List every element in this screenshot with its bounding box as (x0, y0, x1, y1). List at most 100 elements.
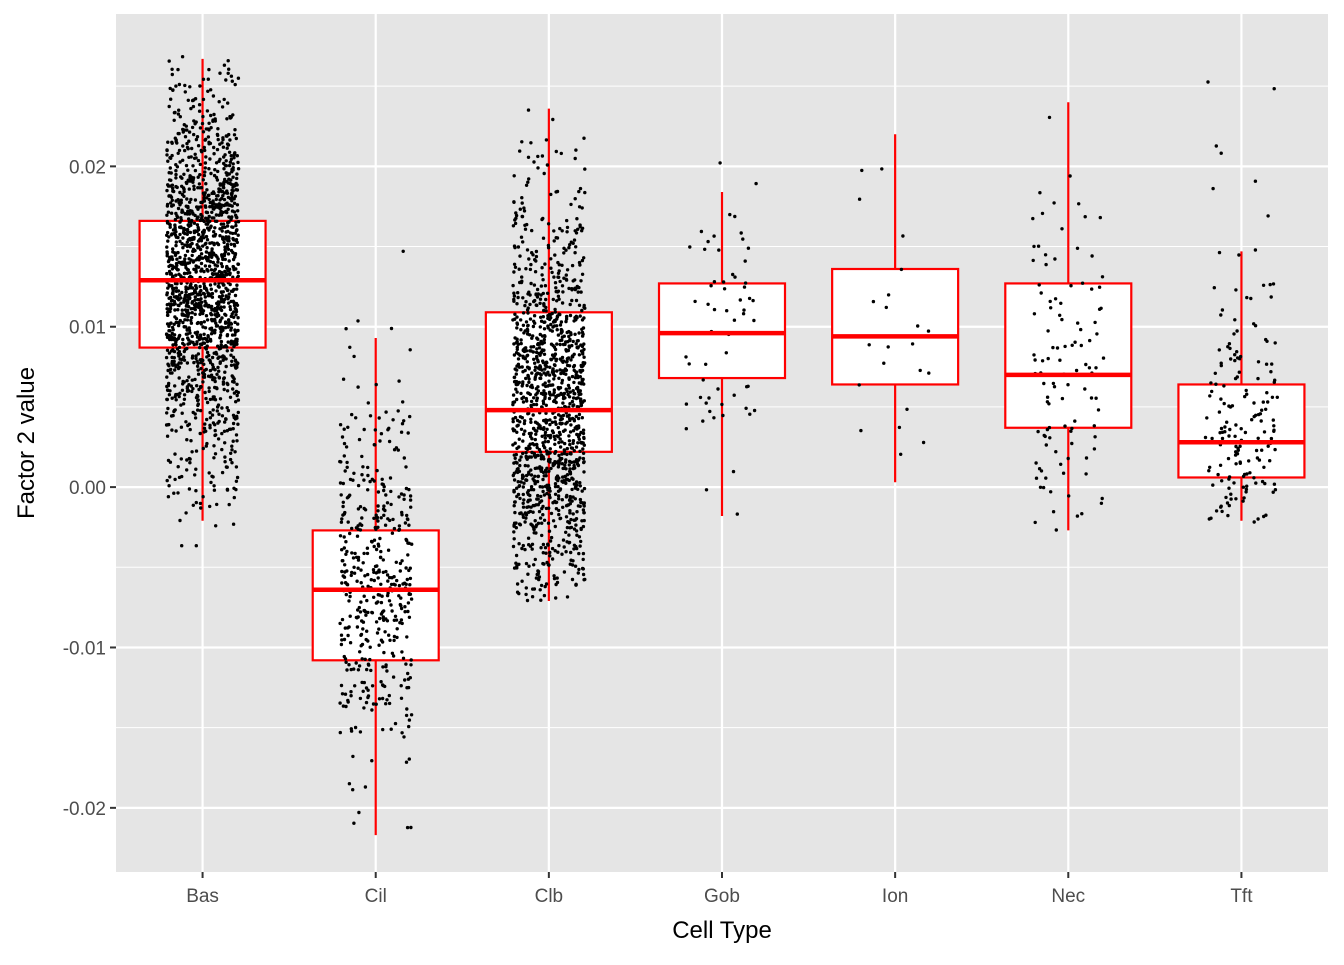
data-point (235, 342, 239, 346)
data-point (540, 273, 544, 277)
data-point (233, 450, 237, 454)
data-point (207, 353, 211, 358)
data-point (341, 377, 346, 381)
data-point (188, 243, 192, 247)
data-point (207, 67, 211, 72)
data-point (178, 160, 182, 164)
data-point (231, 175, 235, 179)
data-point (207, 228, 211, 232)
data-point (381, 665, 385, 669)
data-point (564, 278, 569, 282)
data-point (210, 295, 215, 299)
data-point (234, 433, 239, 437)
data-point (547, 317, 552, 322)
data-point (218, 227, 222, 231)
y-axis: -0.02-0.010.000.010.02 (63, 157, 116, 820)
data-point (577, 205, 582, 209)
data-point (171, 250, 175, 254)
data-point (376, 600, 380, 604)
data-point (871, 299, 876, 304)
data-point (372, 578, 376, 583)
data-point (577, 331, 581, 335)
data-point (517, 562, 521, 566)
data-point (515, 467, 519, 471)
data-point (578, 449, 582, 453)
data-point (218, 206, 222, 211)
data-point (373, 564, 378, 569)
data-point (391, 654, 396, 658)
data-point (571, 396, 576, 400)
data-point (1252, 476, 1256, 480)
data-point (551, 519, 556, 523)
data-point (544, 138, 549, 142)
data-point (569, 451, 573, 455)
data-point (380, 640, 385, 644)
data-point (580, 308, 584, 313)
data-point (405, 707, 409, 711)
data-point (399, 606, 404, 611)
data-point (570, 287, 574, 291)
data-point (538, 367, 542, 371)
data-point (1263, 481, 1267, 486)
data-point (580, 519, 584, 523)
data-point (513, 441, 517, 445)
data-point (341, 504, 345, 509)
data-point (400, 422, 405, 426)
data-point (514, 213, 519, 218)
data-point (1042, 381, 1046, 386)
data-point (568, 472, 573, 476)
data-point (1097, 285, 1102, 289)
data-point (165, 313, 170, 317)
data-point (527, 257, 531, 261)
data-point (581, 352, 585, 356)
data-point (214, 161, 219, 165)
data-point (547, 312, 552, 317)
data-point (179, 403, 183, 407)
data-point (1037, 467, 1042, 471)
data-point (555, 324, 559, 328)
data-point (233, 320, 237, 325)
data-point (361, 689, 365, 693)
data-point (1253, 248, 1258, 252)
data-point (389, 582, 394, 587)
data-point (554, 286, 558, 290)
data-point (168, 475, 172, 479)
data-point (165, 322, 170, 326)
data-point (179, 457, 183, 461)
data-point (182, 172, 186, 176)
data-point (557, 297, 561, 301)
data-point (531, 477, 535, 481)
data-point (575, 510, 579, 514)
data-point (216, 365, 220, 370)
data-point (165, 434, 170, 438)
data-point (338, 701, 342, 705)
data-point (535, 445, 539, 450)
data-point (564, 387, 568, 391)
data-point (231, 162, 235, 166)
data-point (231, 421, 236, 426)
data-point (232, 380, 236, 384)
data-point (182, 123, 186, 127)
data-point (535, 479, 540, 484)
data-point (173, 368, 177, 372)
data-point (225, 487, 230, 491)
data-point (573, 156, 577, 161)
data-point (518, 280, 522, 285)
data-point (1219, 361, 1223, 365)
data-point (1227, 434, 1231, 438)
data-point (1076, 321, 1080, 325)
data-point (193, 289, 197, 293)
data-point (581, 363, 585, 368)
data-point (165, 148, 169, 153)
data-point (533, 298, 537, 303)
data-point (193, 295, 197, 299)
data-point (378, 555, 383, 560)
data-point (223, 370, 227, 374)
data-point (229, 74, 234, 78)
data-point (567, 478, 571, 483)
data-point (542, 340, 546, 345)
data-point (718, 161, 722, 165)
data-point (362, 608, 366, 613)
data-point (1252, 520, 1256, 524)
data-point (532, 160, 536, 164)
